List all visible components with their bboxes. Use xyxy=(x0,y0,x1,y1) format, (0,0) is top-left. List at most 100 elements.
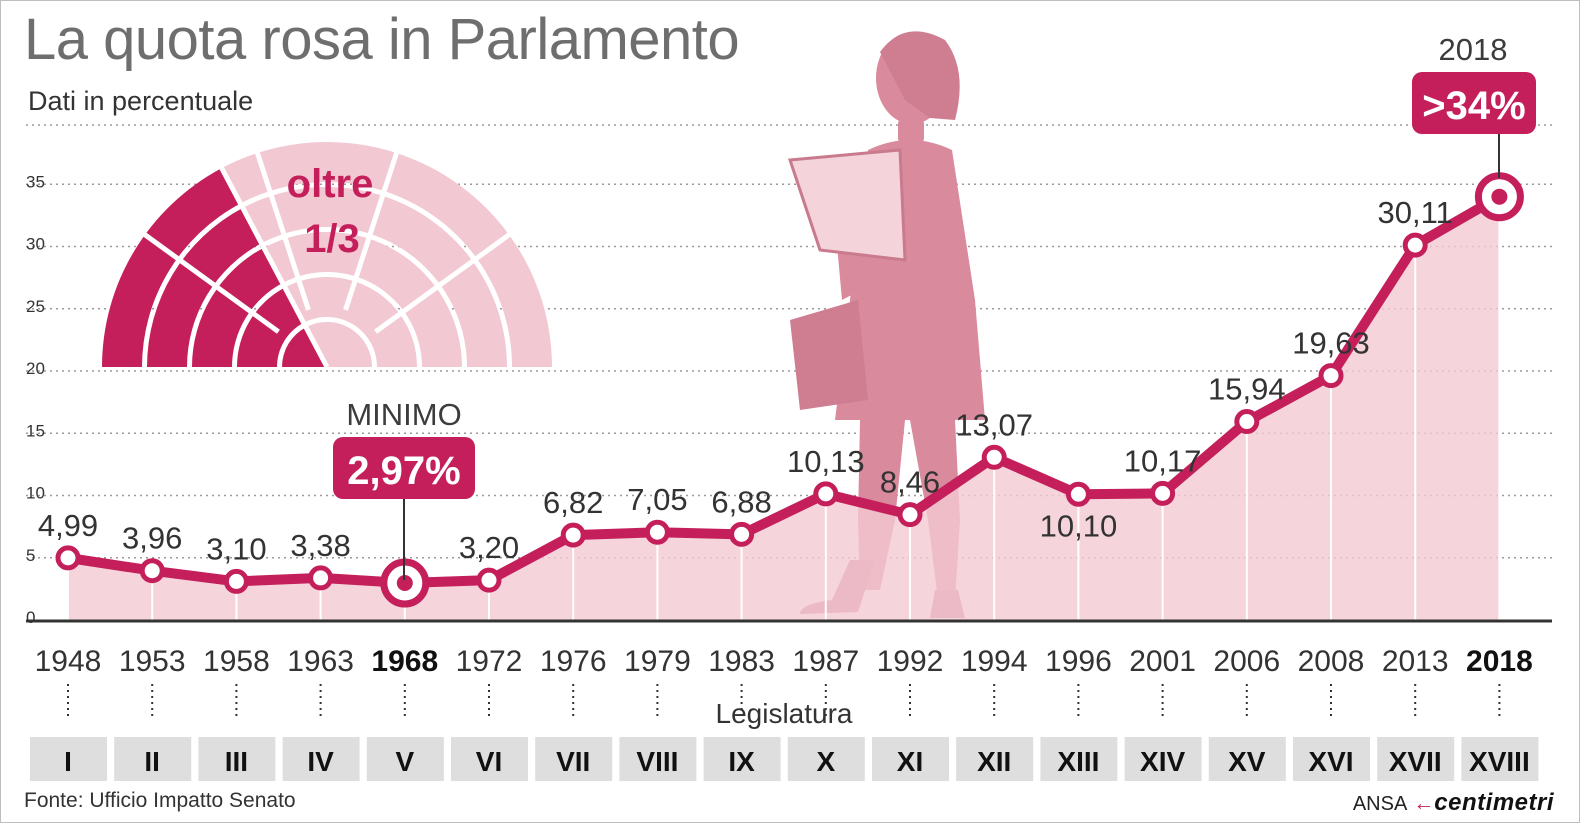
data-point xyxy=(813,481,839,507)
legislature-label: XVIII xyxy=(1469,746,1530,777)
x-tick-label: 2006 xyxy=(1213,645,1280,678)
hemicycle-seat-empty xyxy=(263,232,462,367)
chart-subtitle: Dati in percentuale xyxy=(28,86,254,116)
hemicycle-separator xyxy=(374,229,515,334)
x-tick-label: 1968 xyxy=(371,645,438,678)
data-label: 3,20 xyxy=(459,530,519,565)
data-point xyxy=(729,521,755,547)
y-tick-label: 0 xyxy=(26,608,35,627)
legislature-label: XIII xyxy=(1057,746,1099,777)
data-point xyxy=(1402,232,1428,258)
legislature-label: III xyxy=(225,746,248,777)
data-line xyxy=(63,191,1505,589)
y-axis-ticks: 0 5 10 15 20 25 30 35 xyxy=(26,172,45,627)
hemicycle-split-line xyxy=(217,162,330,369)
hemicycle-seat-empty xyxy=(242,187,507,367)
legislature-box xyxy=(198,737,276,781)
data-point-highlight-core xyxy=(1491,188,1508,205)
latest-badge xyxy=(1412,72,1536,134)
legislature-label: IV xyxy=(307,746,334,777)
x-tick-label: 2013 xyxy=(1382,645,1449,678)
data-point xyxy=(308,565,334,591)
legislature-label: IX xyxy=(728,746,755,777)
legislature-label: XII xyxy=(977,746,1011,777)
x-tick-label: 1972 xyxy=(456,645,523,678)
hemicycle-seat-filled xyxy=(282,327,327,367)
brand-name: centimetri xyxy=(1434,789,1554,816)
legislature-box xyxy=(30,737,107,781)
legislature-box xyxy=(703,737,781,781)
legislature-label: I xyxy=(64,746,72,777)
legislature-label: VIII xyxy=(636,746,678,777)
legislature-label: X xyxy=(816,746,835,777)
legislature-box xyxy=(366,737,444,781)
data-label: 6,82 xyxy=(543,485,603,520)
y-tick-label: 20 xyxy=(26,359,45,378)
data-point xyxy=(981,444,1007,470)
legislature-box xyxy=(1208,737,1286,781)
x-tick-label: 1992 xyxy=(877,645,944,678)
legislature-box xyxy=(1293,737,1370,781)
legislature-labels: I II III IV V VI VII VIII IX X XI XII XIII XIV XV XVI XV… xyxy=(30,737,1539,781)
x-axis-tick-labels: 1948 1953 1958 1963 1968 1972 1976 1979 1983 1987… xyxy=(35,645,1533,678)
x-tick-label: 1958 xyxy=(203,645,270,678)
x-tick-label: 1994 xyxy=(961,645,1028,678)
legislature-box xyxy=(956,737,1034,781)
data-label: 3,96 xyxy=(122,521,182,556)
data-point xyxy=(560,522,586,548)
data-label: 10,17 xyxy=(1124,443,1202,478)
legislature-box xyxy=(787,737,865,781)
x-tick-label: 2001 xyxy=(1129,645,1196,678)
data-label: 3,38 xyxy=(290,528,350,563)
latest-year-label: 2018 xyxy=(1439,32,1508,67)
data-label: 15,94 xyxy=(1208,372,1286,407)
hemicycle-separator xyxy=(343,147,401,311)
legislature-axis-label: Legislatura xyxy=(716,698,853,729)
chart-title: La quota rosa in Parlamento xyxy=(24,7,740,72)
data-point-highlight-core xyxy=(396,575,413,592)
data-point xyxy=(476,567,502,593)
legislature-label: XVI xyxy=(1308,746,1353,777)
hemicycle-icon xyxy=(102,142,552,369)
x-tick-label: 2008 xyxy=(1298,645,1365,678)
data-label: 7,05 xyxy=(627,482,687,517)
data-label: 3,10 xyxy=(206,531,266,566)
data-series-line xyxy=(63,191,1505,589)
data-label: 30,11 xyxy=(1378,195,1453,230)
x-tick-label: 1953 xyxy=(119,645,186,678)
y-tick-label: 5 xyxy=(26,546,35,565)
x-tick-label: 1948 xyxy=(35,645,102,678)
legislature-box xyxy=(451,737,528,781)
legislature-box xyxy=(872,737,949,781)
data-point xyxy=(139,558,165,584)
data-label: 10,10 xyxy=(1040,508,1118,543)
minimum-value: 2,97% xyxy=(347,449,460,493)
minimum-badge xyxy=(333,437,475,499)
hemicycle-separator xyxy=(253,147,311,311)
legislature-label: V xyxy=(395,746,414,777)
hemicycle-seat-empty xyxy=(284,276,418,367)
footer-brand: ANSA ←centimetri xyxy=(1353,789,1554,817)
y-tick-label: 10 xyxy=(26,484,45,503)
legislature-label: XI xyxy=(897,746,923,777)
data-point xyxy=(55,545,81,571)
data-point xyxy=(1318,363,1344,389)
y-tick-label: 35 xyxy=(26,172,45,191)
agency-name: ANSA xyxy=(1352,793,1408,815)
x-tick-label: 1963 xyxy=(287,645,354,678)
legislature-label: XV xyxy=(1228,746,1266,777)
latest-value: >34% xyxy=(1422,84,1525,128)
hemicycle-seat-empty xyxy=(221,142,552,367)
data-label: 10,13 xyxy=(787,444,865,479)
y-tick-label: 15 xyxy=(26,421,45,440)
data-point xyxy=(644,519,670,545)
legislature-box xyxy=(1377,737,1455,781)
hemicycle-label-line2: 1/3 xyxy=(304,217,360,261)
hemicycle-label-line1: oltre xyxy=(287,162,374,206)
data-label: 4,99 xyxy=(38,508,98,543)
data-point xyxy=(897,502,923,528)
data-label: 6,88 xyxy=(711,484,771,519)
data-labels: 4,99 3,96 3,10 3,38 3,20 6,82 7,05 6,88 10,13 8,4… xyxy=(38,195,1453,566)
legislature-label: VII xyxy=(556,746,590,777)
